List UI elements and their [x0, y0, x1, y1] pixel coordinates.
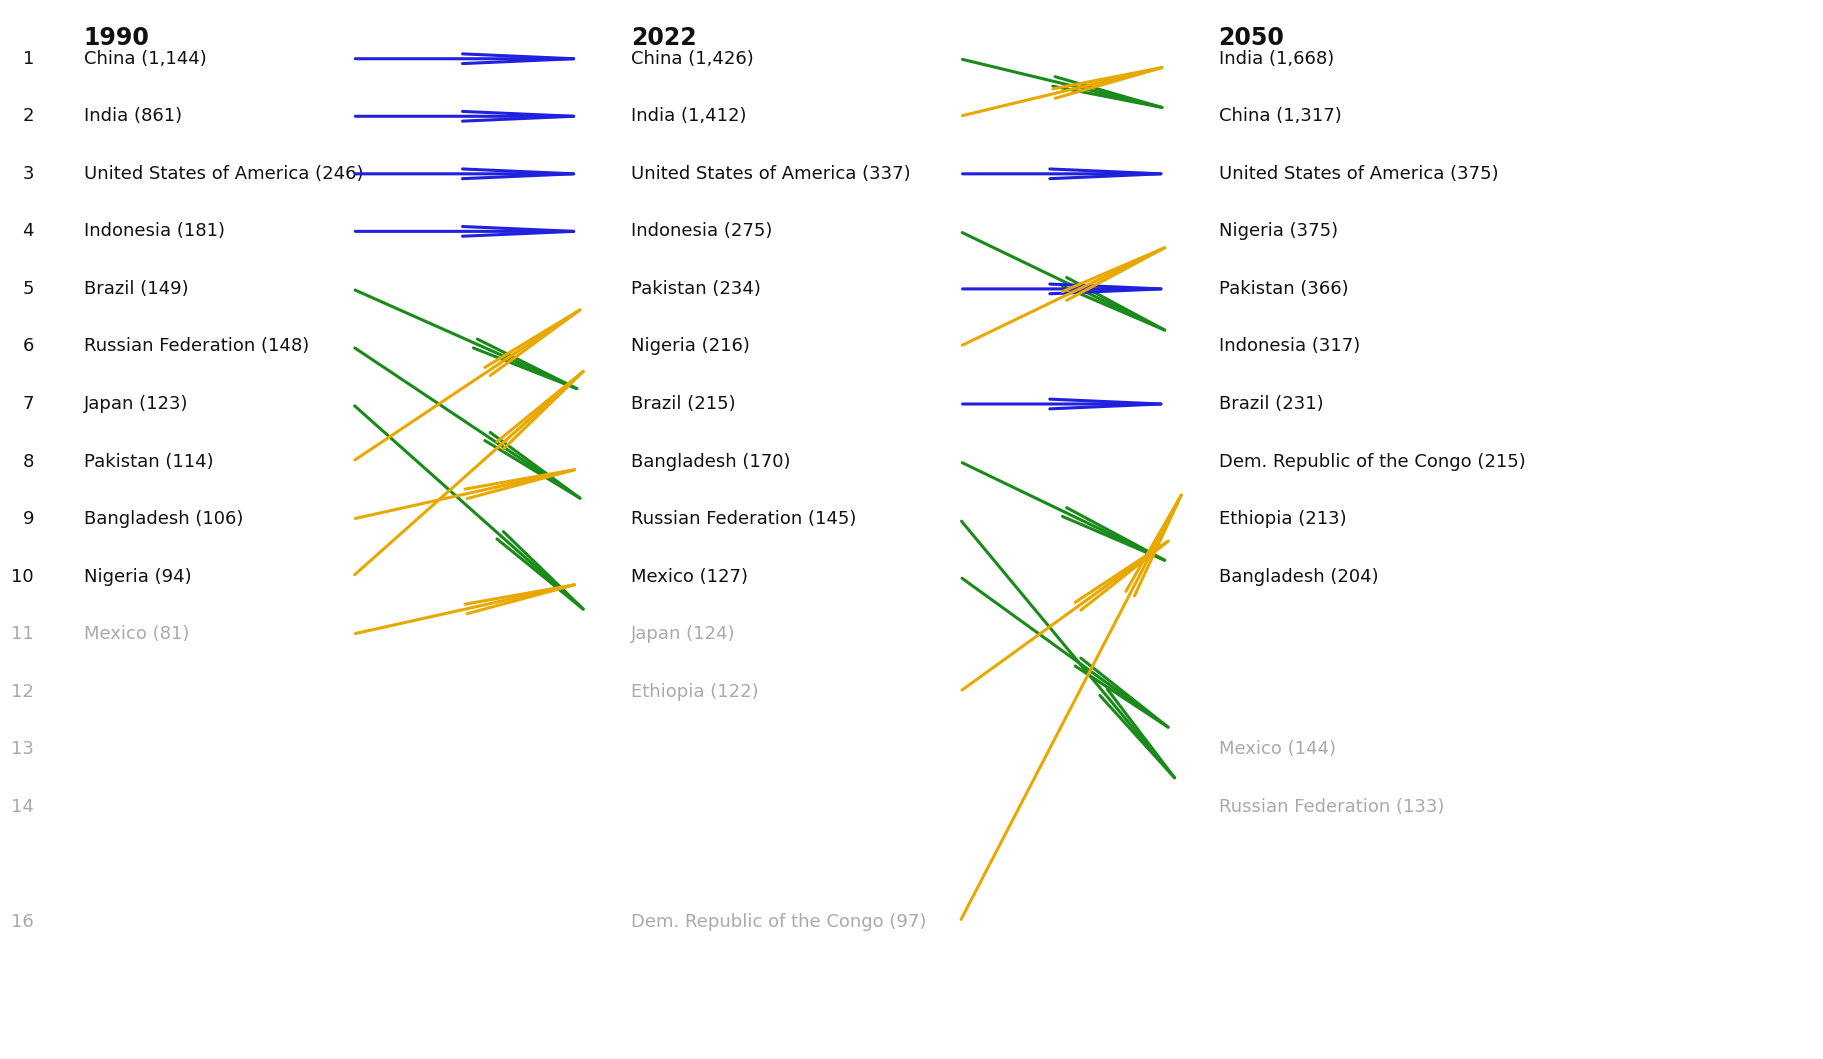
Text: 1: 1 — [22, 50, 35, 68]
Text: Nigeria (94): Nigeria (94) — [84, 568, 191, 586]
Text: Nigeria (216): Nigeria (216) — [631, 338, 749, 356]
Text: 16: 16 — [11, 913, 35, 931]
Text: Russian Federation (133): Russian Federation (133) — [1218, 797, 1444, 815]
Text: Mexico (127): Mexico (127) — [631, 568, 747, 586]
Text: Mexico (81): Mexico (81) — [84, 625, 190, 643]
Text: Ethiopia (122): Ethiopia (122) — [631, 683, 758, 701]
Text: Bangladesh (204): Bangladesh (204) — [1218, 568, 1378, 586]
Text: 12: 12 — [11, 683, 35, 701]
Text: 9: 9 — [22, 510, 35, 528]
Text: China (1,426): China (1,426) — [631, 50, 755, 68]
Text: 3: 3 — [22, 165, 35, 183]
Text: United States of America (246): United States of America (246) — [84, 165, 363, 183]
Text: Dem. Republic of the Congo (97): Dem. Republic of the Congo (97) — [631, 913, 926, 931]
Text: Ethiopia (213): Ethiopia (213) — [1218, 510, 1345, 528]
Text: China (1,144): China (1,144) — [84, 50, 206, 68]
Text: Russian Federation (148): Russian Federation (148) — [84, 338, 310, 356]
Text: Brazil (215): Brazil (215) — [631, 395, 736, 413]
Text: Bangladesh (106): Bangladesh (106) — [84, 510, 242, 528]
Text: Pakistan (114): Pakistan (114) — [84, 452, 213, 470]
Text: Nigeria (375): Nigeria (375) — [1218, 222, 1338, 240]
Text: 14: 14 — [11, 797, 35, 815]
Text: India (861): India (861) — [84, 107, 182, 125]
Text: Russian Federation (145): Russian Federation (145) — [631, 510, 857, 528]
Text: India (1,412): India (1,412) — [631, 107, 747, 125]
Text: China (1,317): China (1,317) — [1218, 107, 1342, 125]
Text: Mexico (144): Mexico (144) — [1218, 740, 1336, 758]
Text: 4: 4 — [22, 222, 35, 240]
Text: Bangladesh (170): Bangladesh (170) — [631, 452, 791, 470]
Text: 5: 5 — [22, 280, 35, 298]
Text: 2050: 2050 — [1218, 26, 1285, 50]
Text: Indonesia (317): Indonesia (317) — [1218, 338, 1360, 356]
Text: Indonesia (275): Indonesia (275) — [631, 222, 773, 240]
Text: India (1,668): India (1,668) — [1218, 50, 1334, 68]
Text: 10: 10 — [11, 568, 35, 586]
Text: 13: 13 — [11, 740, 35, 758]
Text: 6: 6 — [22, 338, 35, 356]
Text: Pakistan (366): Pakistan (366) — [1218, 280, 1349, 298]
Text: 1990: 1990 — [84, 26, 149, 50]
Text: Dem. Republic of the Congo (215): Dem. Republic of the Congo (215) — [1218, 452, 1526, 470]
Text: United States of America (375): United States of America (375) — [1218, 165, 1499, 183]
Text: 2022: 2022 — [631, 26, 696, 50]
Text: Pakistan (234): Pakistan (234) — [631, 280, 762, 298]
Text: Japan (123): Japan (123) — [84, 395, 188, 413]
Text: Indonesia (181): Indonesia (181) — [84, 222, 224, 240]
Text: Brazil (149): Brazil (149) — [84, 280, 188, 298]
Text: 8: 8 — [22, 452, 35, 470]
Text: 7: 7 — [22, 395, 35, 413]
Text: 11: 11 — [11, 625, 35, 643]
Text: Japan (124): Japan (124) — [631, 625, 736, 643]
Text: United States of America (337): United States of America (337) — [631, 165, 912, 183]
Text: 2: 2 — [22, 107, 35, 125]
Text: Brazil (231): Brazil (231) — [1218, 395, 1323, 413]
